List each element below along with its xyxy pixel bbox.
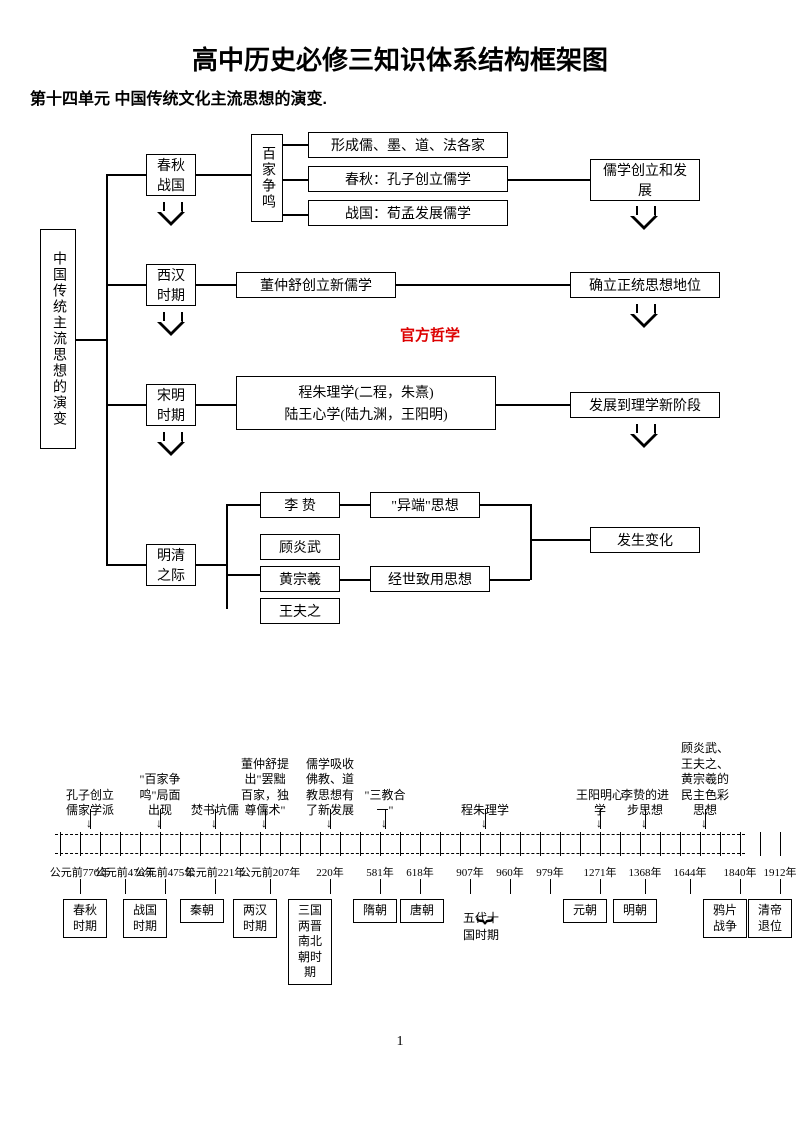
right-node: 发生变化 (590, 527, 700, 553)
timeline-period: 明朝 (613, 899, 657, 923)
thinker-node: 王夫之 (260, 598, 340, 624)
timeline-period: 五代十国时期 (463, 909, 507, 943)
timeline-year: 公元前207年 (240, 864, 301, 880)
timeline-year: 1912年 (764, 864, 797, 880)
period-node: 明清之际 (146, 544, 196, 586)
timeline-year: 960年 (496, 864, 524, 880)
timeline-period: 三国两晋南北朝时期 (288, 899, 332, 985)
right-node: 确立正统思想地位 (570, 272, 720, 298)
arrow-icon (630, 206, 658, 230)
red-label: 官方哲学 (400, 324, 460, 345)
timeline-year: 618年 (406, 864, 434, 880)
timeline-period: 唐朝 (400, 899, 444, 923)
bj-item: 战国：荀孟发展儒学 (308, 200, 508, 226)
lizhi-node: 李 贽 (260, 492, 340, 518)
arrow-icon (630, 424, 658, 448)
period-node: 宋明时期 (146, 384, 196, 426)
timeline-period: 春秋时期 (63, 899, 107, 938)
timeline-year: 979年 (536, 864, 564, 880)
period-node: 西汉时期 (146, 264, 196, 306)
timeline-year: 1271年 (584, 864, 617, 880)
jingshi-node: 经世致用思想 (370, 566, 490, 592)
timeline-period: 隋朝 (353, 899, 397, 923)
timeline-year: 公元前221年 (185, 864, 246, 880)
unit-subtitle: 第十四单元 中国传统文化主流思想的演变. (30, 85, 770, 109)
page-number: 1 (30, 1034, 770, 1050)
flowchart: 中国传统主流思想的演变 春秋战国 百家争鸣 形成儒、墨、道、法各家 春秋：孔子创… (30, 124, 770, 644)
timeline: 孔子创立儒家学派↓"百家争鸣"局面出现↓焚书坑儒↓董仲舒提出"罢黜百家，独尊儒术… (30, 654, 770, 1014)
timeline-period: 战国时期 (123, 899, 167, 938)
timeline-period: 秦朝 (180, 899, 224, 923)
songming-node: 程朱理学(二程，朱熹) 陆王心学(陆九渊，王阳明) (236, 376, 496, 430)
timeline-year: 907年 (456, 864, 484, 880)
thinker-node: 顾炎武 (260, 534, 340, 560)
period-node: 春秋战国 (146, 154, 196, 196)
timeline-event: 顾炎武、王夫之、黄宗羲的民主色彩思想 (680, 741, 730, 819)
timeline-period: 鸦片战争 (703, 899, 747, 938)
thinker-node: 黄宗羲 (260, 566, 340, 592)
page-title: 高中历史必修三知识体系结构框架图 (30, 40, 770, 77)
xihan-node: 董仲舒创立新儒学 (236, 272, 396, 298)
timeline-period: 元朝 (563, 899, 607, 923)
timeline-period: 清帝退位 (748, 899, 792, 938)
right-node: 儒学创立和发展 (590, 159, 700, 201)
root-node: 中国传统主流思想的演变 (40, 229, 76, 449)
baijia-node: 百家争鸣 (251, 134, 283, 222)
timeline-year: 1840年 (724, 864, 757, 880)
arrow-icon (630, 304, 658, 328)
timeline-period: 两汉时期 (233, 899, 277, 938)
timeline-year: 1368年 (629, 864, 662, 880)
bj-item: 春秋：孔子创立儒学 (308, 166, 508, 192)
arrow-icon (157, 432, 185, 456)
arrow-icon (157, 202, 185, 226)
timeline-year: 581年 (366, 864, 394, 880)
right-node: 发展到理学新阶段 (570, 392, 720, 418)
arrow-icon (157, 312, 185, 336)
timeline-year: 220年 (316, 864, 344, 880)
bj-item: 形成儒、墨、道、法各家 (308, 132, 508, 158)
timeline-year: 1644年 (674, 864, 707, 880)
lizhi2-node: "异端"思想 (370, 492, 480, 518)
